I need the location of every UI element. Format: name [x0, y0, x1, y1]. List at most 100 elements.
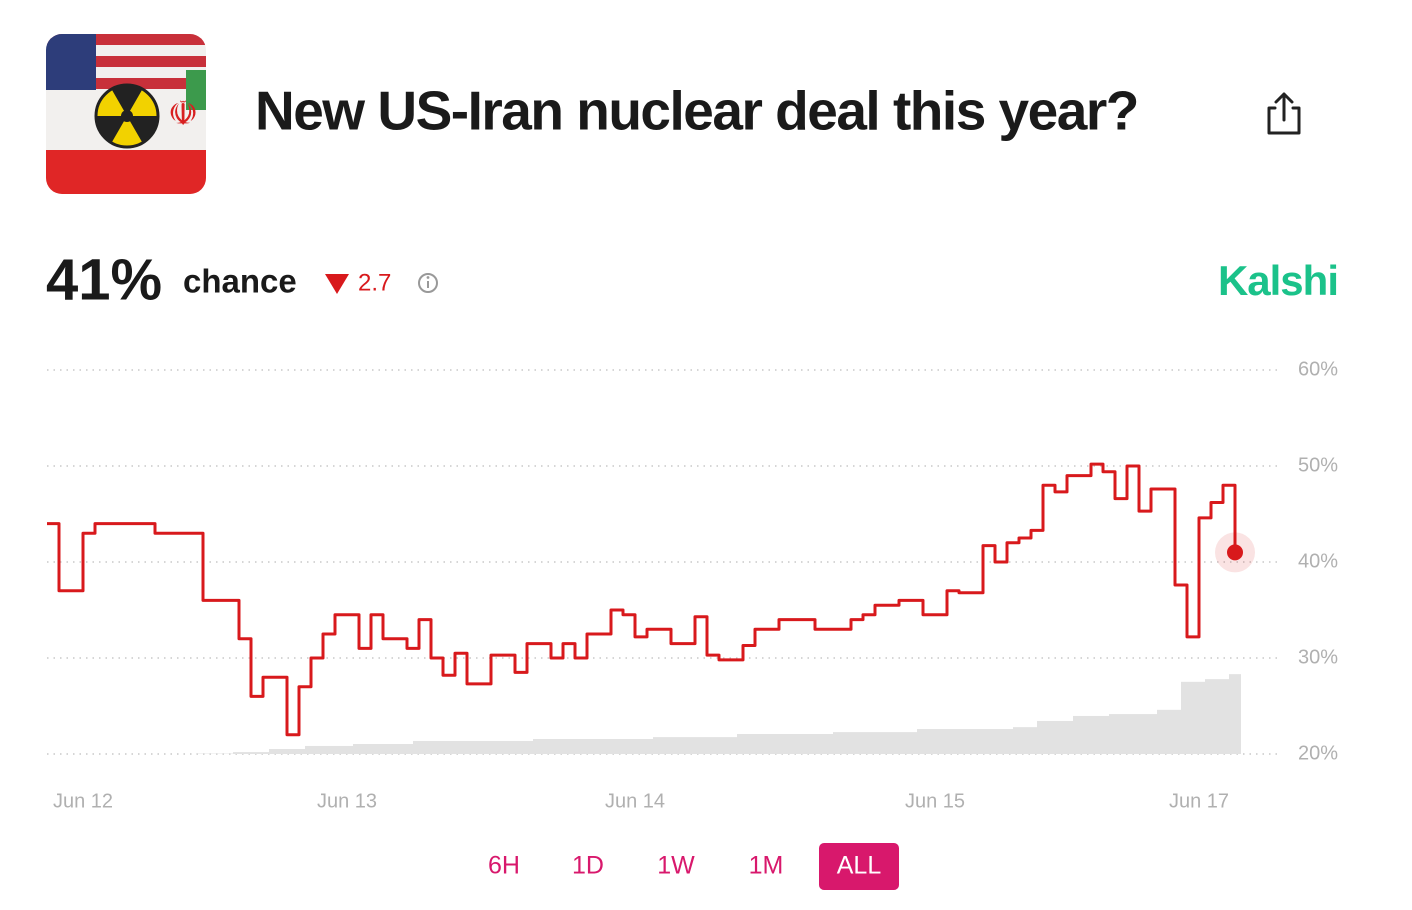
volume-bar: [665, 737, 677, 754]
volume-bar: [1121, 714, 1133, 754]
range-button[interactable]: 1W: [657, 852, 695, 880]
volume-bar: [581, 739, 593, 754]
volume-bar: [341, 745, 353, 754]
volume-bar: [905, 732, 917, 754]
volume-bar: [677, 737, 689, 754]
volume-bar: [389, 744, 401, 754]
volume-bar: [989, 729, 1001, 754]
range-button[interactable]: 1D: [572, 852, 604, 880]
volume-bar: [293, 749, 305, 754]
x-tick-label: Jun 13: [317, 790, 377, 812]
volume-bar: [281, 749, 293, 754]
volume-bar: [653, 737, 665, 754]
volume-bar: [965, 729, 977, 754]
info-icon[interactable]: [418, 273, 438, 293]
range-button[interactable]: 6H: [488, 852, 520, 880]
volume-bar: [737, 734, 749, 754]
volume-bar: [629, 739, 641, 754]
volume-bar: [269, 749, 281, 754]
chance-value: 41%: [46, 247, 162, 312]
volume-bar: [461, 740, 473, 754]
volume-bar: [1145, 714, 1157, 754]
change-value: 2.7: [358, 269, 391, 296]
volume-bar: [761, 734, 773, 754]
volume-bar: [497, 740, 509, 754]
volume-bar: [941, 729, 953, 754]
volume-bar: [749, 734, 761, 754]
volume-bar: [1205, 679, 1217, 754]
volume-bar: [533, 739, 545, 754]
volume-bar: [365, 744, 377, 754]
volume-bar: [557, 739, 569, 754]
x-tick-label: Jun 17: [1169, 790, 1229, 812]
change-arrow: [325, 274, 349, 294]
volume-bar: [425, 740, 437, 754]
volume-bar: [857, 732, 869, 754]
volume-bar: [833, 732, 845, 754]
svg-text:☫: ☫: [168, 95, 198, 133]
y-tick-label: 50%: [1298, 454, 1338, 476]
volume-bar: [1025, 727, 1037, 754]
x-tick-label: Jun 14: [605, 790, 665, 812]
volume-bar: [1169, 709, 1181, 754]
volume-bar: [1085, 715, 1097, 754]
volume-bar: [617, 739, 629, 754]
share-button[interactable]: [1267, 92, 1301, 135]
volume-bar: [305, 745, 317, 754]
volume-bar: [593, 739, 605, 754]
range-button[interactable]: ALL: [837, 852, 882, 880]
volume-bar: [437, 740, 449, 754]
volume-bar: [509, 740, 521, 754]
volume-bar: [413, 740, 425, 754]
volume-bar: [1181, 681, 1193, 754]
volume-bar: [785, 734, 797, 754]
volume-bar: [953, 729, 965, 754]
volume-bar: [1109, 714, 1121, 754]
market-icon: ☫: [46, 34, 206, 194]
volume-bar: [809, 734, 821, 754]
volume-bar: [797, 734, 809, 754]
x-tick-label: Jun 15: [905, 790, 965, 812]
y-tick-label: 40%: [1298, 550, 1338, 572]
y-tick-label: 60%: [1298, 358, 1338, 380]
volume-bar: [1157, 709, 1169, 754]
volume-bar: [1073, 715, 1085, 754]
volume-bar: [473, 740, 485, 754]
price-line: [47, 462, 1237, 737]
volume-bar: [1061, 720, 1073, 754]
volume-bar: [1001, 729, 1013, 754]
y-tick-label: 20%: [1298, 742, 1338, 764]
volume-bar: [1229, 674, 1241, 754]
volume-bar: [929, 729, 941, 754]
volume-bar: [329, 745, 341, 754]
volume-bar: [1133, 714, 1145, 754]
volume-bar: [605, 739, 617, 754]
end-marker: [1227, 544, 1243, 561]
volume-bar: [245, 752, 257, 754]
range-button-bg[interactable]: [819, 843, 899, 890]
volume-bar: [1049, 720, 1061, 754]
chart: 20% 30% 40% 50% 60% Jun 12 Jun 13 Jun 14 Jun 15 J…: [47, 358, 1338, 812]
volume-bar: [1037, 720, 1049, 754]
volume-bar: [869, 732, 881, 754]
volume-bar: [1097, 715, 1109, 754]
volume-bar: [725, 737, 737, 754]
market-title: New US-Iran nuclear deal this year?: [255, 80, 1138, 142]
x-tick-label: Jun 12: [53, 790, 113, 812]
volume-bar: [257, 752, 269, 754]
y-tick-label: 30%: [1298, 646, 1338, 668]
range-button[interactable]: 1M: [749, 852, 784, 880]
chance-label: chance: [183, 263, 297, 300]
volume-bar: [881, 732, 893, 754]
volume-bar: [233, 752, 245, 754]
volume-bar: [893, 732, 905, 754]
volume-bar: [917, 729, 929, 754]
range-buttons: 6H 1D 1W 1M ALL: [488, 843, 899, 890]
volume-bar: [713, 737, 725, 754]
volume-bar: [821, 734, 833, 754]
volume-bar: [485, 740, 497, 754]
volume-bar: [701, 737, 713, 754]
volume-bar: [977, 729, 989, 754]
volume-bar: [1193, 681, 1205, 754]
